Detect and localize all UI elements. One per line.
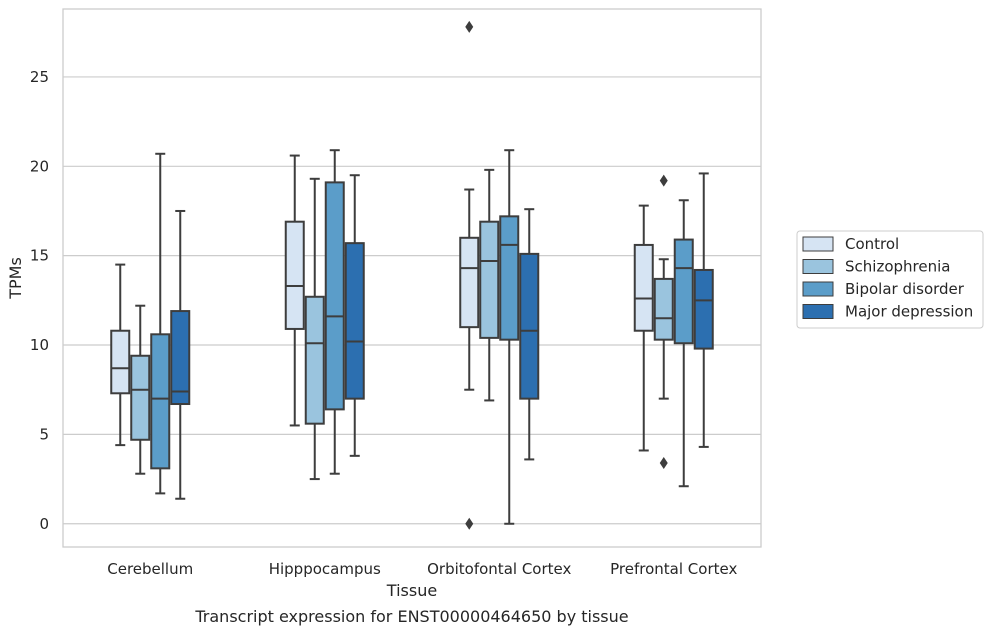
legend-swatch	[802, 236, 834, 252]
box-group	[110, 263, 131, 447]
y-tick-label: 0	[39, 515, 49, 533]
legend-label: Schizophrenia	[845, 258, 950, 276]
x-tick-label: Cerebellum	[107, 560, 193, 578]
box	[653, 277, 674, 341]
box	[170, 310, 191, 406]
y-axis-title: TPMs	[6, 257, 25, 300]
box-group	[324, 149, 345, 475]
box-group	[130, 304, 151, 475]
box	[344, 242, 365, 400]
x-tick-label: Prefrontal Cortex	[610, 560, 737, 578]
x-tick-labels: Cerebellum Hipppocampus Orbitofontal Corte…	[107, 560, 737, 578]
y-tick-labels: 0 5 10 15 20 25	[30, 68, 49, 533]
box	[693, 268, 714, 350]
outlier-point	[465, 20, 474, 33]
box-group	[673, 199, 694, 488]
legend-label: Major depression	[845, 303, 973, 321]
box-group	[344, 174, 365, 457]
box	[633, 243, 654, 332]
y-tick-label: 25	[30, 68, 49, 86]
y-tick-label: 15	[30, 247, 49, 265]
box-group	[499, 149, 520, 525]
legend-swatch	[802, 304, 834, 319]
box-group	[284, 154, 305, 427]
box-group	[479, 168, 500, 402]
plot-frame	[62, 8, 762, 548]
y-tick-label: 20	[30, 157, 49, 175]
legend: Control Schizophrenia Bipolar disorder Majo…	[796, 230, 984, 329]
box-layer	[110, 20, 714, 530]
box-group	[170, 209, 191, 500]
box-group	[304, 177, 325, 481]
box-group	[150, 152, 171, 495]
box	[459, 236, 480, 329]
box-group	[459, 20, 480, 530]
outlier-point	[659, 456, 668, 469]
box	[479, 220, 500, 339]
box-group	[633, 204, 654, 452]
box	[499, 215, 520, 341]
legend-label: Control	[845, 235, 899, 253]
outlier-point	[659, 174, 668, 187]
box	[110, 329, 131, 395]
box	[304, 295, 325, 425]
y-tick-label: 5	[39, 425, 49, 443]
legend-label: Bipolar disorder	[845, 280, 965, 298]
legend-swatch	[802, 281, 834, 297]
box-group	[519, 208, 540, 461]
box-group	[693, 172, 714, 448]
box	[150, 333, 171, 470]
chart-caption: Transcript expression for ENST0000046465…	[194, 607, 628, 626]
box	[519, 252, 540, 400]
x-tick-label: Hipppocampus	[269, 560, 381, 578]
legend-swatch	[802, 259, 834, 274]
x-axis-title: Tissue	[386, 581, 437, 600]
legend-frame	[796, 230, 984, 329]
box	[284, 220, 305, 330]
y-tick-label: 10	[30, 336, 49, 354]
x-tick-label: Orbitofontal Cortex	[427, 560, 571, 578]
box	[673, 238, 694, 345]
box-group	[653, 174, 674, 469]
outlier-point	[465, 517, 474, 530]
box	[130, 354, 151, 441]
box	[324, 181, 345, 411]
